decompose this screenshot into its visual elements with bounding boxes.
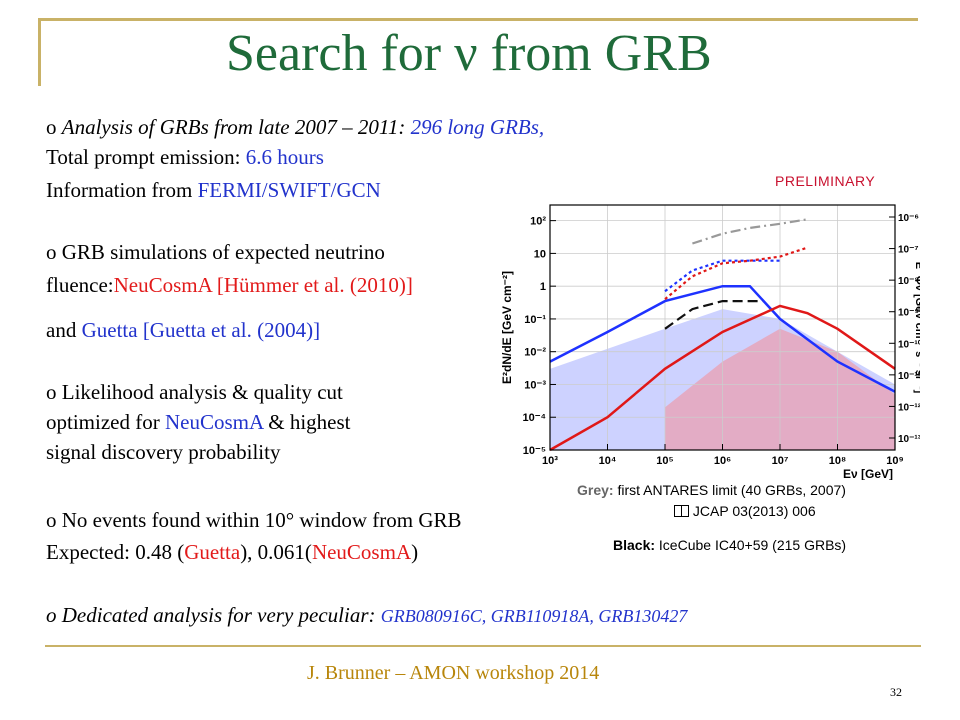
x-tick-label: 10⁴ — [599, 455, 617, 467]
y2-tick-label: 10⁻⁷ — [898, 245, 919, 256]
page-title: Search for ν from GRB — [226, 25, 712, 82]
footer: J. Brunner – AMON workshop 2014 — [307, 662, 600, 684]
x-tick-label: 10⁶ — [714, 455, 731, 467]
y2-tick-label: 10⁻⁸ — [898, 276, 919, 287]
black-label: Black: — [613, 537, 656, 553]
bullet-3-line-2: optimized for NeuCosmA & highest — [46, 410, 350, 435]
x-axis-label: Eν [GeV] — [843, 467, 893, 480]
series-line-3 — [664, 259, 780, 293]
y-tick-label: 10⁻² — [524, 347, 546, 359]
peculiar-label: o Dedicated analysis for very peculiar: — [46, 603, 381, 627]
expected-model-neucosma: NeuCosmA — [311, 540, 412, 564]
optimized-label: optimized for — [46, 410, 165, 434]
y-tick-label: 10⁻⁴ — [523, 412, 546, 424]
expected-model-guetta: Guetta — [184, 540, 241, 564]
preliminary-label: PRELIMINARY — [775, 173, 876, 189]
book-icon — [674, 505, 689, 517]
page-number: 32 — [890, 685, 902, 699]
y-tick-label: 10 — [534, 248, 546, 260]
prompt-emission-label: Total prompt emission: — [46, 145, 246, 169]
x-tick-label: 10⁷ — [772, 455, 789, 467]
bullet-1-line-3: Information from FERMI/SWIFT/GCN — [46, 178, 381, 203]
bullet-2-line-1: o GRB simulations of expected neutrino — [46, 240, 385, 264]
fluence-label: fluence: — [46, 273, 114, 297]
y2-tick-label: 10⁻⁶ — [898, 213, 919, 224]
bullet-2-line-2: fluence:NeuCosmA [Hümmer et al. (2010)] — [46, 273, 413, 298]
y2-tick-label: 10⁻⁹ — [898, 308, 919, 319]
x-tick-label: 10⁵ — [656, 455, 673, 467]
y2-tick-label: 10⁻¹³ — [898, 434, 920, 445]
corner-bracket-vertical — [38, 18, 41, 86]
reference-caption: JCAP 03(2013) 006 — [674, 503, 816, 519]
series-line-0 — [549, 284, 896, 393]
y-tick-label: 1 — [540, 281, 546, 293]
bullet-marker: o — [46, 115, 62, 139]
peculiar-grbs: GRB080916C, GRB110918A, GRB130427 — [380, 606, 688, 626]
information-label: Information from — [46, 178, 198, 202]
bullet-1-line-2: Total prompt emission: 6.6 hours — [46, 145, 324, 170]
y2-tick-label: 10⁻¹² — [898, 402, 920, 413]
model-neucosma: NeuCosmA — [113, 273, 212, 297]
and-label: and — [46, 318, 82, 342]
x-tick-label: 10⁸ — [829, 455, 846, 467]
information-source: FERMI/SWIFT/GCN — [197, 178, 381, 202]
ref-guetta: [Guetta et al. (2004)] — [137, 318, 321, 342]
model-guetta: Guetta — [81, 318, 138, 342]
series-line-4 — [664, 246, 808, 301]
y-tick-label: 10² — [530, 216, 546, 228]
y-tick-label: 10⁻⁵ — [523, 445, 546, 457]
bullet-1-highlight: 296 long GRBs, — [410, 115, 545, 139]
optimized-rest: & highest — [262, 410, 351, 434]
bullet-3-line-3: signal discovery probability — [46, 440, 281, 464]
y-tick-label: 10⁻³ — [524, 379, 546, 391]
bullet-3-line-1: o Likelihood analysis & quality cut — [46, 380, 343, 404]
y2-tick-label: 10⁻¹⁰ — [898, 339, 920, 350]
series-line-2 — [664, 300, 763, 330]
black-text: IceCube IC40+59 (215 GRBs) — [655, 537, 847, 553]
bullet-1-line-1: o Analysis of GRBs from late 2007 – 2011… — [46, 115, 544, 140]
neutrino-fluence-chart: 10³ 10⁴ 10⁵ 10⁶ 10⁷ 10⁸ 10⁹ 10⁻⁵ 10⁻⁴ 10⁻³ 10⁻² 10⁻… — [500, 204, 920, 480]
ref-huemmer: [Hümmer et al. (2010)] — [211, 273, 413, 297]
y-tick-label: 10⁻¹ — [524, 314, 546, 326]
bullet-1-text: Analysis of GRBs from late 2007 – 2011: — [61, 115, 411, 139]
reference-text: JCAP 03(2013) 006 — [689, 503, 816, 519]
bullet-4-line-2: Expected: 0.48 (Guetta), 0.061(NeuCosmA) — [46, 540, 418, 565]
y2-tick-label: 10⁻¹¹ — [898, 371, 920, 382]
expected-close: ) — [411, 540, 419, 564]
bullet-5: o Dedicated analysis for very peculiar: … — [46, 603, 687, 629]
prompt-emission-value: 6.6 hours — [245, 145, 324, 169]
model-neucosma-2: NeuCosmA — [164, 410, 263, 434]
grey-caption: Grey: first ANTARES limit (40 GRBs, 2007… — [577, 482, 846, 498]
series-line-1 — [549, 304, 896, 452]
bottom-rule — [45, 645, 921, 647]
y2-axis-label: E² Φν [GeV cm⁻² s⁻¹ sr⁻¹] — [913, 262, 920, 394]
x-tick-label: 10⁹ — [886, 455, 903, 467]
bullet-4-line-1: o No events found within 10° window from… — [46, 508, 462, 532]
top-rule — [38, 18, 918, 21]
expected-label: Expected: 0.48 ( — [46, 540, 185, 564]
black-caption: Black: IceCube IC40+59 (215 GRBs) — [613, 537, 846, 553]
grey-label: Grey: — [577, 482, 614, 498]
x-tick-label: 10³ — [542, 455, 558, 467]
grey-text: first ANTARES limit (40 GRBs, 2007) — [613, 482, 846, 498]
series-line-5 — [692, 218, 808, 245]
y-axis-label: E²dN/dE [GeV cm⁻²] — [500, 271, 514, 384]
expected-separator: ), 0.061( — [240, 540, 312, 564]
bullet-2-line-3: and Guetta [Guetta et al. (2004)] — [46, 318, 320, 343]
